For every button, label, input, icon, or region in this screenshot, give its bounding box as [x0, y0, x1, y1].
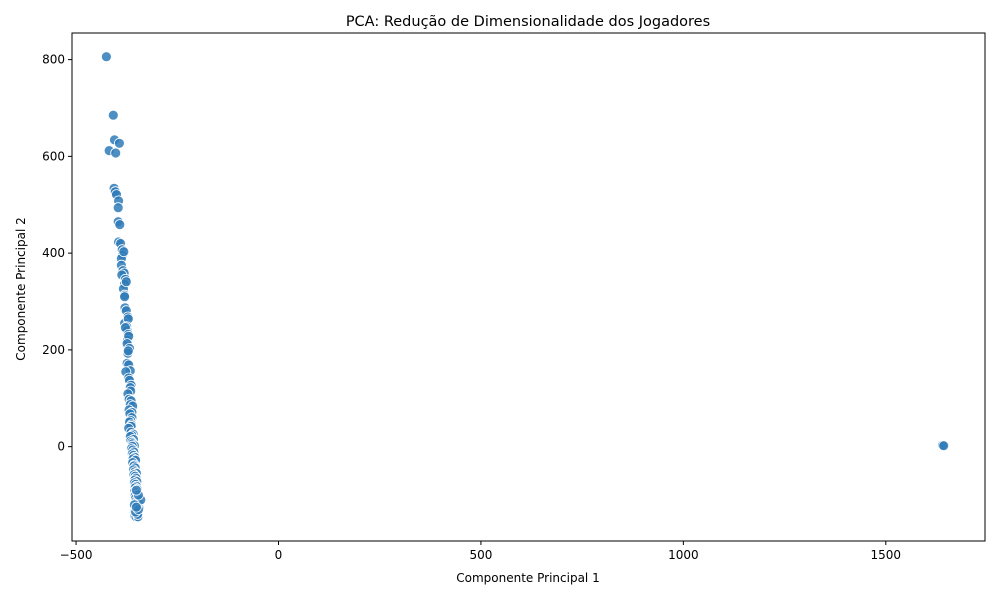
y-tick-label: 400 — [42, 246, 65, 260]
y-tick-label: 600 — [42, 149, 65, 163]
x-tick-label: 1000 — [668, 548, 699, 562]
scatter-point — [107, 109, 119, 121]
y-tick-label: 200 — [42, 343, 65, 357]
scatter-point — [122, 345, 134, 357]
scatter-point — [120, 276, 132, 288]
scatter-point — [101, 51, 112, 63]
scatter-point — [118, 246, 130, 258]
scatter-point — [130, 501, 142, 513]
scatter-point — [938, 440, 950, 452]
x-tick-label: 0 — [275, 548, 283, 562]
scatter-point — [119, 291, 130, 303]
scatter-point — [130, 484, 142, 496]
plot-area-frame — [71, 32, 986, 542]
scatter-point — [112, 202, 124, 214]
scatter-point — [110, 147, 122, 159]
y-tick-label: 0 — [57, 440, 65, 454]
y-axis-ticks: 0 200 400 600 800 — [42, 53, 72, 454]
x-axis-label: Componente Principal 1 — [456, 571, 599, 585]
x-axis-ticks: −500 0 500 1000 1500 — [60, 541, 902, 562]
x-tick-label: 500 — [469, 548, 492, 562]
x-tick-label: −500 — [60, 548, 93, 562]
scatter-point — [114, 219, 126, 231]
scatter-point — [114, 137, 125, 149]
y-axis-label: Componente Principal 2 — [14, 217, 28, 360]
y-tick-label: 800 — [42, 53, 65, 67]
chart-title: PCA: Redução de Dimensionalidade dos Jog… — [346, 14, 710, 30]
x-tick-label: 1500 — [871, 548, 902, 562]
scatter-points — [101, 51, 950, 523]
